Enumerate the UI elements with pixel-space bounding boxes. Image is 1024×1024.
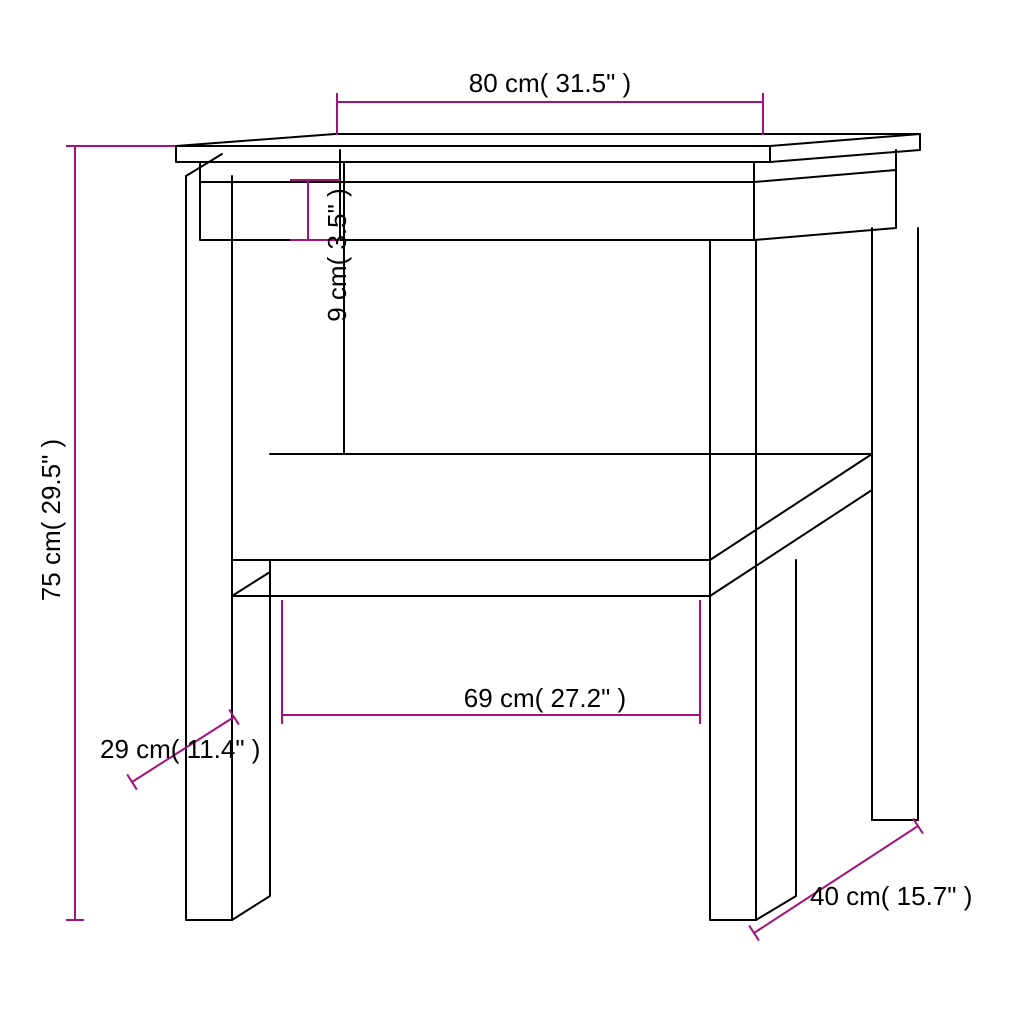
dimension-annotations xyxy=(66,93,923,941)
dim-label-overall_depth: 40 cm( 15.7" ) xyxy=(810,881,972,911)
dim-label-shelf_inner_w: 69 cm( 27.2" ) xyxy=(464,683,626,713)
dimension-labels: 80 cm( 31.5" ) 9 cm( 3.5" ) 75 cm( 29.5" )… xyxy=(36,68,972,911)
dim-label-width_top: 80 cm( 31.5" ) xyxy=(469,68,631,98)
table-line-drawing xyxy=(176,134,920,920)
dimensioned-table-diagram: 80 cm( 31.5" ) 9 cm( 3.5" ) 75 cm( 29.5" )… xyxy=(0,0,1024,1024)
dim-label-total_height: 75 cm( 29.5" ) xyxy=(36,439,66,601)
dim-label-apron_height: 9 cm( 3.5" ) xyxy=(322,188,352,321)
dim-label-shelf_depth: 29 cm( 11.4" ) xyxy=(100,734,260,764)
